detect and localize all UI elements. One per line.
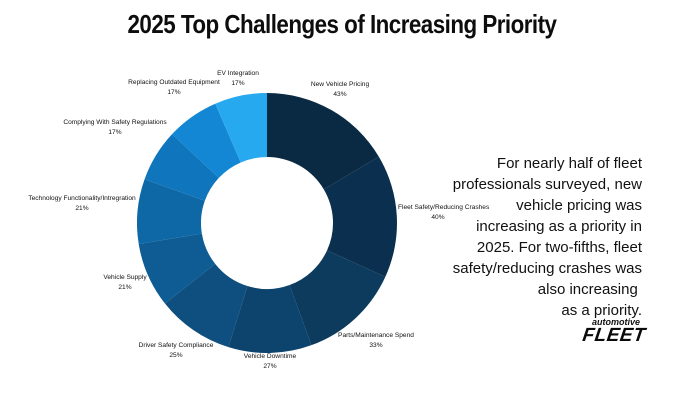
automotive-fleet-logo: automotive FLEET bbox=[560, 317, 647, 347]
slice-labels: New Vehicle Pricing 43% Fleet Safety/Reduc… bbox=[28, 70, 490, 370]
slice-value-label: 33% bbox=[369, 342, 382, 349]
donut-slice bbox=[164, 263, 248, 348]
slice-value-label: 27% bbox=[263, 363, 276, 370]
annotation-line: increasing as a priority in bbox=[476, 218, 642, 235]
slice-label: Driver Safety Compliance bbox=[139, 342, 214, 349]
slice-value-label: 17% bbox=[108, 129, 121, 136]
slice-value-label: 17% bbox=[231, 80, 244, 87]
donut-slice bbox=[267, 93, 379, 190]
slice-value-label: 25% bbox=[169, 352, 182, 359]
donut-slice bbox=[215, 93, 267, 163]
logo-top-text: automotive bbox=[591, 317, 640, 327]
donut-slice bbox=[144, 134, 219, 201]
slice-label: Complying With Safety Regulations bbox=[63, 119, 167, 126]
donut-slices bbox=[137, 93, 397, 354]
slice-label: New Vehicle Pricing bbox=[311, 81, 370, 88]
slice-label: Parts/Maintenance Spend bbox=[338, 332, 414, 339]
annotation-text: For nearly half of fleet professionals s… bbox=[422, 153, 642, 321]
slice-label: Replacing Outdated Equipment bbox=[128, 79, 220, 86]
slice-value-label: 21% bbox=[75, 205, 88, 212]
slice-label: Vehicle Supply bbox=[103, 274, 147, 281]
annotation-line: For nearly half of fleet bbox=[496, 155, 642, 172]
slice-value-label: 43% bbox=[333, 91, 346, 98]
donut-slice bbox=[137, 179, 205, 245]
logo-bottom-text: FLEET bbox=[581, 325, 647, 346]
slice-value-label: 40% bbox=[431, 214, 444, 221]
chart-title: 2025 Top Challenges of Increasing Priori… bbox=[127, 9, 557, 39]
donut-slice bbox=[323, 156, 397, 277]
donut-slice bbox=[228, 285, 312, 354]
annotation-line: 2025. For two-fifths, fleet bbox=[476, 239, 642, 256]
donut-slice bbox=[172, 103, 241, 178]
donut-slice bbox=[138, 233, 216, 304]
slice-label: Technology Functionality/Intregration bbox=[28, 195, 136, 202]
slice-label: EV Integration bbox=[217, 70, 259, 77]
slice-value-label: 21% bbox=[118, 284, 131, 291]
donut-slice bbox=[289, 250, 386, 346]
annotation-line: professionals surveyed, new bbox=[452, 176, 642, 193]
annotation-line: safety/reducing crashes was bbox=[452, 260, 642, 277]
annotation-line: also increasing bbox=[537, 281, 642, 298]
slice-label: Vehicle Downtime bbox=[244, 353, 297, 360]
slice-label: Fleet Safety/Reducing Crashes bbox=[398, 204, 490, 211]
slice-value-label: 17% bbox=[167, 89, 180, 96]
annotation-line: as a priority. bbox=[561, 302, 642, 319]
annotation-line: vehicle pricing was bbox=[516, 197, 642, 214]
